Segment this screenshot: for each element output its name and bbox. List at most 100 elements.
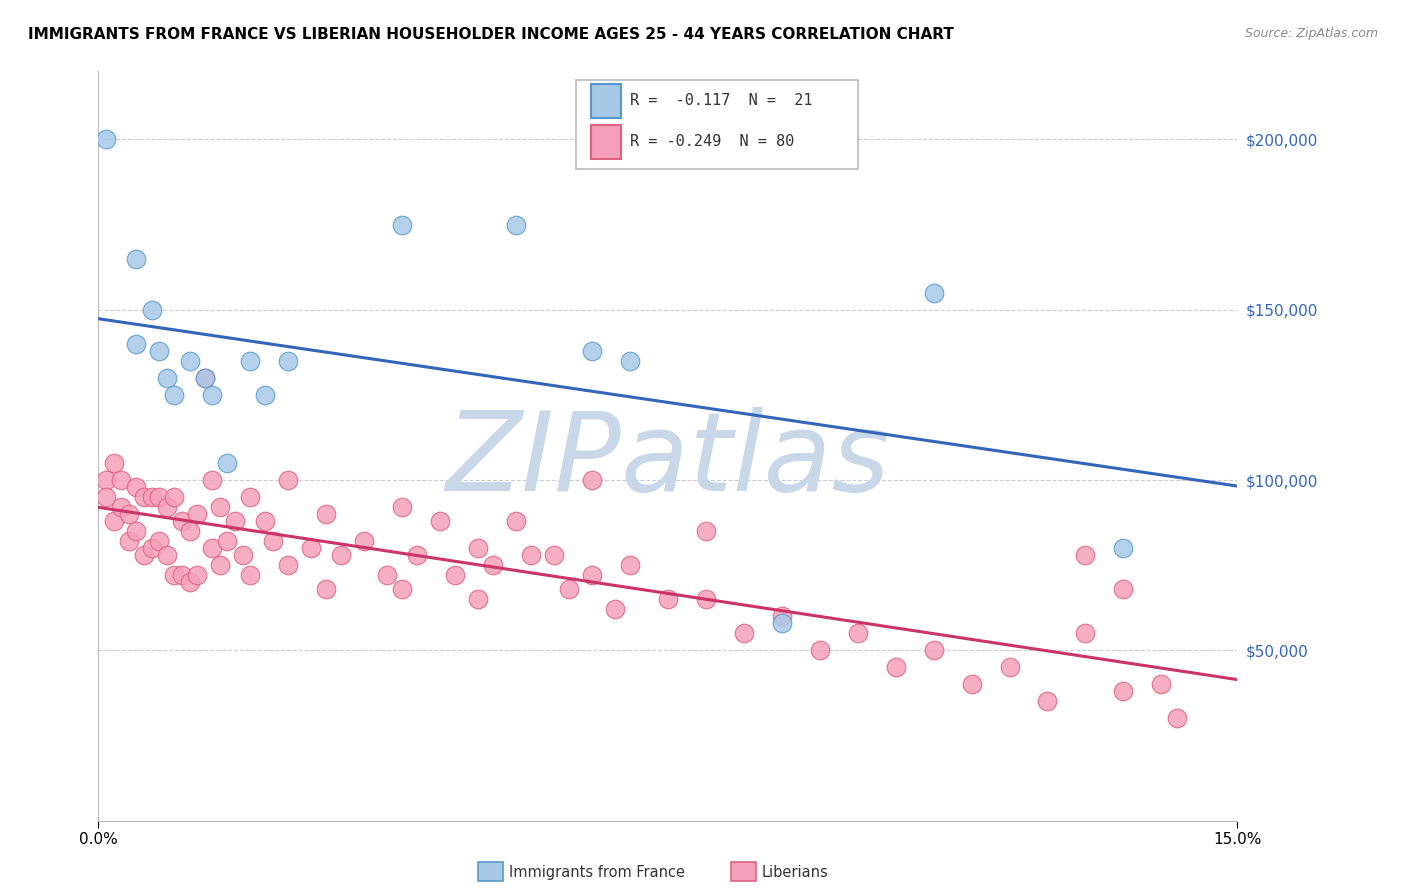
Point — [232, 548, 254, 562]
Point — [467, 541, 489, 556]
Point — [186, 568, 208, 582]
Point — [163, 568, 186, 582]
Point — [998, 660, 1021, 674]
Point — [277, 558, 299, 573]
Point — [194, 371, 217, 385]
Point — [194, 371, 217, 385]
Text: R =  -0.117  N =  21: R = -0.117 N = 21 — [630, 94, 813, 108]
Point — [170, 514, 193, 528]
Point — [125, 252, 148, 266]
Point — [330, 548, 353, 562]
Point — [277, 473, 299, 487]
Point — [110, 473, 132, 487]
Point — [277, 354, 299, 368]
Point — [118, 534, 141, 549]
Point — [239, 354, 262, 368]
Point — [558, 582, 581, 596]
Point — [217, 456, 239, 470]
Point — [922, 643, 945, 657]
Point — [239, 568, 262, 582]
Point — [391, 500, 413, 515]
Point — [163, 490, 186, 504]
Point — [733, 626, 755, 640]
Point — [118, 507, 141, 521]
Point — [808, 643, 831, 657]
Point — [429, 514, 451, 528]
Point — [543, 548, 565, 562]
Point — [1166, 711, 1188, 725]
Point — [406, 548, 429, 562]
Point — [254, 388, 277, 402]
Point — [132, 548, 155, 562]
Point — [94, 490, 117, 504]
Point — [103, 514, 125, 528]
Point — [254, 514, 277, 528]
Point — [217, 534, 239, 549]
Point — [239, 490, 262, 504]
Point — [94, 132, 117, 146]
Point — [103, 456, 125, 470]
Point — [375, 568, 398, 582]
Point — [141, 490, 163, 504]
Point — [482, 558, 505, 573]
Point — [922, 285, 945, 300]
Text: Source: ZipAtlas.com: Source: ZipAtlas.com — [1244, 27, 1378, 40]
Point — [179, 524, 201, 538]
Point — [156, 548, 179, 562]
Point — [1074, 626, 1097, 640]
Point — [1112, 684, 1135, 698]
Point — [619, 558, 641, 573]
Point — [770, 609, 793, 624]
Text: IMMIGRANTS FROM FRANCE VS LIBERIAN HOUSEHOLDER INCOME AGES 25 - 44 YEARS CORRELA: IMMIGRANTS FROM FRANCE VS LIBERIAN HOUSE… — [28, 27, 955, 42]
Point — [179, 575, 201, 590]
Point — [148, 490, 170, 504]
Point — [1112, 582, 1135, 596]
Point — [125, 524, 148, 538]
Point — [179, 354, 201, 368]
Point — [1036, 694, 1059, 708]
Point — [391, 582, 413, 596]
Point — [141, 302, 163, 317]
Point — [581, 473, 603, 487]
Point — [132, 490, 155, 504]
Point — [125, 480, 148, 494]
Point — [262, 534, 284, 549]
Point — [1074, 548, 1097, 562]
Point — [315, 507, 337, 521]
Text: R = -0.249  N = 80: R = -0.249 N = 80 — [630, 135, 794, 149]
Point — [201, 473, 224, 487]
Point — [391, 218, 413, 232]
Point — [603, 602, 626, 616]
Point — [505, 514, 527, 528]
Text: Liberians: Liberians — [762, 865, 828, 880]
Point — [201, 388, 224, 402]
Point — [770, 616, 793, 631]
Point — [208, 500, 231, 515]
Point — [186, 507, 208, 521]
Point — [156, 500, 179, 515]
Point — [170, 568, 193, 582]
Point — [299, 541, 322, 556]
Point — [695, 524, 717, 538]
Point — [148, 343, 170, 358]
Point — [94, 473, 117, 487]
Point — [208, 558, 231, 573]
Point — [960, 677, 983, 691]
Point — [520, 548, 543, 562]
Point — [125, 336, 148, 351]
Point — [353, 534, 375, 549]
Point — [1112, 541, 1135, 556]
Point — [156, 371, 179, 385]
Point — [201, 541, 224, 556]
Point — [1150, 677, 1173, 691]
Point — [581, 343, 603, 358]
Point — [141, 541, 163, 556]
Point — [467, 592, 489, 607]
Point — [444, 568, 467, 582]
Point — [619, 354, 641, 368]
Point — [224, 514, 246, 528]
Point — [110, 500, 132, 515]
Point — [581, 568, 603, 582]
Point — [163, 388, 186, 402]
Point — [884, 660, 907, 674]
